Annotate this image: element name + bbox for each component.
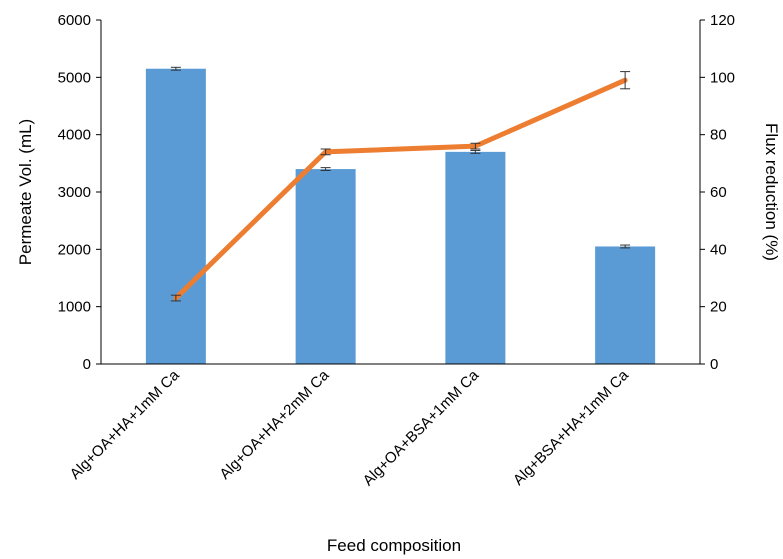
- bar-error-bars: [170, 66, 631, 249]
- right-tick-label: 80: [710, 127, 727, 144]
- right-axis-ticks: 0 20 40 60 80 100 120: [700, 12, 735, 373]
- x-tick-label: Alg+OA+BSA+1mM Ca: [360, 366, 483, 489]
- right-tick-label: 120: [710, 12, 735, 29]
- x-axis-ticks: Alg+OA+HA+1mM Ca Alg+OA+HA+2mM Ca Alg+OA+B…: [67, 366, 633, 489]
- left-tick-label: 4000: [58, 127, 91, 144]
- x-axis-title: Feed composition: [327, 536, 461, 555]
- bar: [595, 246, 656, 364]
- right-tick-label: 100: [710, 69, 735, 86]
- right-tick-label: 0: [710, 356, 718, 373]
- x-tick-label: Alg+BSA+HA+1mM Ca: [510, 366, 632, 488]
- right-tick-label: 20: [710, 299, 727, 316]
- right-tick-label: 40: [710, 241, 727, 258]
- left-tick-label: 6000: [58, 12, 91, 29]
- y2-axis-title: Flux reduction (%): [762, 123, 781, 261]
- y-axis-title: Permeate Vol. (mL): [16, 119, 35, 265]
- left-tick-label: 1000: [58, 299, 91, 316]
- left-axis-ticks: 0 1000 2000 3000 4000 5000 6000: [58, 12, 101, 373]
- bar: [295, 169, 356, 364]
- left-tick-label: 3000: [58, 184, 91, 201]
- flux-line: [173, 77, 628, 301]
- x-tick-label: Alg+OA+HA+1mM Ca: [67, 366, 184, 483]
- bar-series: [145, 68, 656, 364]
- bar: [445, 151, 506, 364]
- line-series: [170, 71, 631, 302]
- left-tick-label: 5000: [58, 69, 91, 86]
- left-tick-label: 2000: [58, 241, 91, 258]
- right-tick-label: 60: [710, 184, 727, 201]
- left-tick-label: 0: [83, 356, 91, 373]
- bar: [145, 68, 206, 364]
- x-tick-label: Alg+OA+HA+2mM Ca: [216, 366, 333, 483]
